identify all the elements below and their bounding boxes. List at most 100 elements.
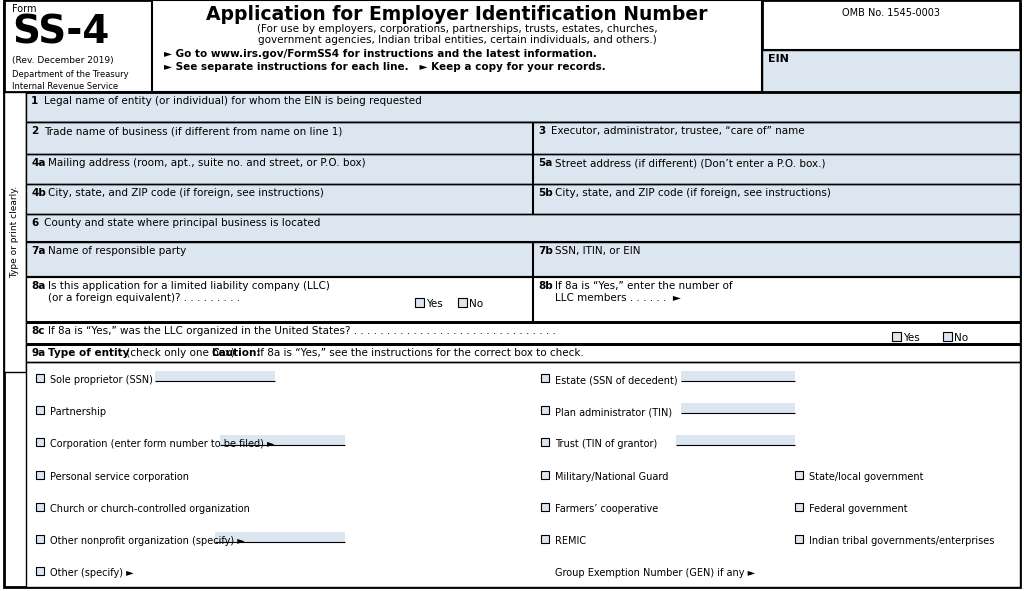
Text: EIN: EIN bbox=[768, 54, 788, 64]
Text: Trade name of business (if different from name on line 1): Trade name of business (if different fro… bbox=[44, 126, 342, 136]
Text: (For use by employers, corporations, partnerships, trusts, estates, churches,: (For use by employers, corporations, par… bbox=[257, 24, 657, 34]
Text: 7a: 7a bbox=[31, 246, 45, 256]
Text: Church or church-controlled organization: Church or church-controlled organization bbox=[50, 504, 250, 514]
Text: 1: 1 bbox=[31, 96, 38, 106]
Text: Yes: Yes bbox=[426, 299, 442, 309]
Text: Group Exemption Number (GEN) if any ►: Group Exemption Number (GEN) if any ► bbox=[555, 568, 755, 578]
Text: No: No bbox=[954, 333, 968, 343]
Bar bbox=[943, 332, 952, 341]
Text: Application for Employer Identification Number: Application for Employer Identification … bbox=[206, 5, 708, 24]
Bar bbox=[26, 242, 534, 277]
Text: ► See separate instructions for each line.   ► Keep a copy for your records.: ► See separate instructions for each lin… bbox=[164, 62, 606, 72]
Text: Mailing address (room, apt., suite no. and street, or P.O. box): Mailing address (room, apt., suite no. a… bbox=[48, 158, 366, 168]
Text: Corporation (enter form number to be filed) ►: Corporation (enter form number to be fil… bbox=[50, 439, 274, 449]
Text: Is this application for a limited liability company (LLC): Is this application for a limited liabil… bbox=[48, 281, 330, 291]
Text: Internal Revenue Service: Internal Revenue Service bbox=[12, 82, 118, 91]
Bar bbox=[534, 184, 1020, 214]
Bar bbox=[26, 122, 534, 154]
Bar bbox=[534, 242, 1020, 277]
Text: Executor, administrator, trustee, “care of” name: Executor, administrator, trustee, “care … bbox=[551, 126, 805, 136]
Text: Partnership: Partnership bbox=[50, 407, 106, 417]
Text: SS-4: SS-4 bbox=[12, 13, 110, 51]
Text: (Rev. December 2019): (Rev. December 2019) bbox=[12, 56, 114, 65]
Bar bbox=[36, 406, 44, 414]
Bar bbox=[152, 0, 762, 92]
Text: Other (specify) ►: Other (specify) ► bbox=[50, 568, 133, 578]
Text: 5a: 5a bbox=[538, 158, 552, 168]
Text: State/local government: State/local government bbox=[809, 472, 924, 482]
Text: Sole proprietor (SSN): Sole proprietor (SSN) bbox=[50, 375, 153, 385]
Text: Form: Form bbox=[12, 4, 37, 14]
Bar bbox=[26, 277, 534, 322]
Text: County and state where principal business is located: County and state where principal busines… bbox=[44, 218, 321, 228]
Text: 4b: 4b bbox=[31, 188, 46, 198]
Bar bbox=[534, 122, 1020, 154]
Text: If 8a is “Yes,” see the instructions for the correct box to check.: If 8a is “Yes,” see the instructions for… bbox=[254, 348, 584, 358]
Bar bbox=[681, 371, 795, 381]
Text: 7b: 7b bbox=[538, 246, 553, 256]
Text: Farmers’ cooperative: Farmers’ cooperative bbox=[555, 504, 658, 514]
Text: (or a foreign equivalent)? . . . . . . . . .: (or a foreign equivalent)? . . . . . . .… bbox=[48, 293, 240, 303]
Text: Trust (TIN of grantor): Trust (TIN of grantor) bbox=[555, 439, 657, 449]
Bar bbox=[26, 214, 1020, 242]
Bar bbox=[892, 332, 901, 341]
Text: Personal service corporation: Personal service corporation bbox=[50, 472, 189, 482]
Bar bbox=[795, 535, 803, 543]
Text: 3: 3 bbox=[538, 126, 545, 136]
Bar bbox=[762, 50, 1020, 92]
Text: If 8a is “Yes,” was the LLC organized in the United States? . . . . . . . . . . : If 8a is “Yes,” was the LLC organized in… bbox=[48, 326, 556, 336]
Bar bbox=[26, 362, 1020, 587]
Bar bbox=[541, 439, 549, 446]
Bar bbox=[795, 470, 803, 479]
Bar bbox=[541, 470, 549, 479]
Bar bbox=[26, 92, 1020, 122]
Text: Federal government: Federal government bbox=[809, 504, 907, 514]
Bar bbox=[415, 298, 424, 307]
Bar bbox=[36, 567, 44, 575]
Text: Street address (if different) (Don’t enter a P.O. box.): Street address (if different) (Don’t ent… bbox=[555, 158, 825, 168]
Text: Type or print clearly.: Type or print clearly. bbox=[10, 186, 19, 278]
Bar bbox=[26, 184, 534, 214]
Bar bbox=[36, 439, 44, 446]
Bar bbox=[541, 502, 549, 511]
Text: REMIC: REMIC bbox=[555, 536, 586, 545]
Text: Department of the Treasury: Department of the Treasury bbox=[12, 70, 129, 79]
Bar bbox=[458, 298, 467, 307]
Text: Other nonprofit organization (specify) ►: Other nonprofit organization (specify) ► bbox=[50, 536, 245, 545]
Text: Military/National Guard: Military/National Guard bbox=[555, 472, 669, 482]
Bar bbox=[220, 436, 345, 446]
Text: 2: 2 bbox=[31, 126, 38, 136]
Text: LLC members . . . . . .  ►: LLC members . . . . . . ► bbox=[555, 293, 681, 303]
Bar bbox=[155, 371, 275, 381]
Text: City, state, and ZIP code (if foreign, see instructions): City, state, and ZIP code (if foreign, s… bbox=[48, 188, 324, 198]
Bar bbox=[676, 436, 795, 446]
Bar bbox=[36, 470, 44, 479]
Text: Plan administrator (TIN): Plan administrator (TIN) bbox=[555, 407, 672, 417]
Bar bbox=[541, 535, 549, 543]
Text: Caution:: Caution: bbox=[211, 348, 260, 358]
Bar bbox=[534, 154, 1020, 184]
Text: SSN, ITIN, or EIN: SSN, ITIN, or EIN bbox=[555, 246, 640, 256]
Bar bbox=[26, 344, 1020, 362]
Text: (check only one box).: (check only one box). bbox=[123, 348, 242, 358]
Text: City, state, and ZIP code (if foreign, see instructions): City, state, and ZIP code (if foreign, s… bbox=[555, 188, 830, 198]
Text: Yes: Yes bbox=[903, 333, 920, 343]
Bar bbox=[36, 535, 44, 543]
Bar bbox=[4, 0, 152, 92]
Bar bbox=[215, 532, 345, 542]
Text: 8a: 8a bbox=[31, 281, 45, 291]
Bar bbox=[26, 154, 534, 184]
Text: 4a: 4a bbox=[31, 158, 45, 168]
Text: Type of entity: Type of entity bbox=[48, 348, 129, 358]
Bar bbox=[4, 92, 26, 372]
Bar bbox=[36, 374, 44, 382]
Text: Estate (SSN of decedent): Estate (SSN of decedent) bbox=[555, 375, 678, 385]
Bar bbox=[762, 0, 1020, 92]
Text: 8b: 8b bbox=[538, 281, 553, 291]
Bar bbox=[541, 406, 549, 414]
Bar bbox=[534, 277, 1020, 322]
Text: 9a: 9a bbox=[31, 348, 45, 358]
Bar bbox=[681, 403, 795, 413]
Bar bbox=[795, 502, 803, 511]
Bar bbox=[36, 502, 44, 511]
